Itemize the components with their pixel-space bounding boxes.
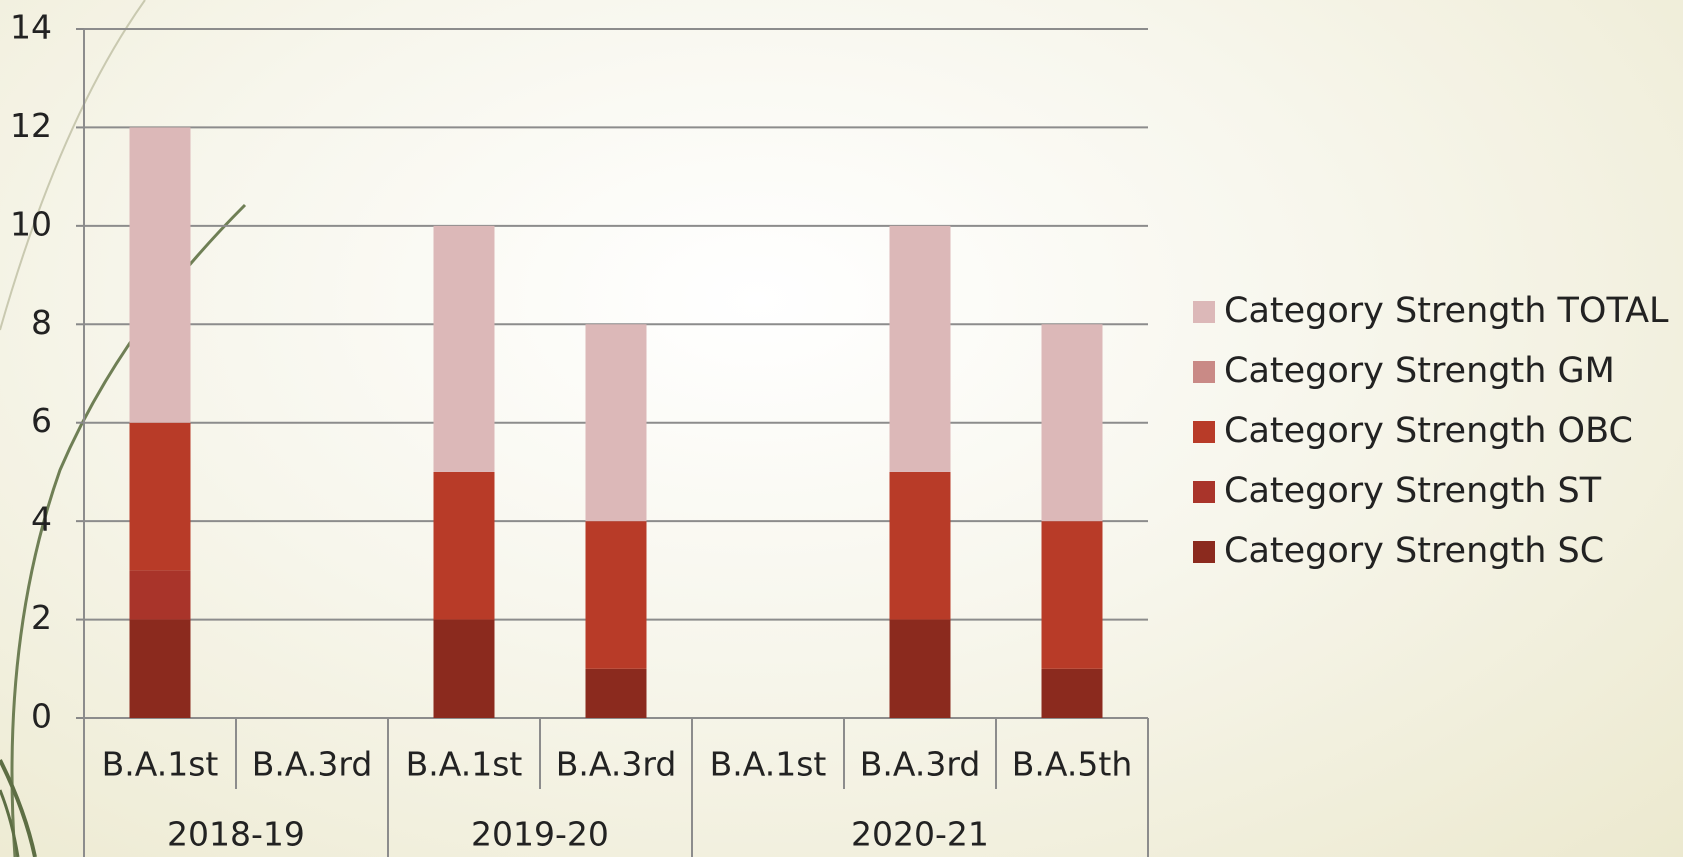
- legend-swatch: [1193, 301, 1215, 323]
- legend-label: Category Strength GM: [1224, 351, 1615, 391]
- bar-segment: [1041, 668, 1103, 718]
- legend-label: Category Strength TOTAL: [1224, 291, 1669, 331]
- legend-swatch: [1193, 481, 1215, 503]
- y-tick-label: 8: [31, 303, 52, 342]
- x-tick-label: B.A.3rd: [860, 745, 981, 784]
- bar-segment: [585, 668, 647, 718]
- y-tick-label: 0: [31, 697, 52, 736]
- x-tick-label: B.A.1st: [710, 745, 827, 784]
- legend-swatch: [1193, 421, 1215, 443]
- y-tick-label: 6: [31, 401, 52, 440]
- bar-segment: [1041, 521, 1103, 669]
- y-tick-label: 14: [10, 8, 52, 47]
- bar-segment: [889, 471, 951, 620]
- legend-swatch: [1193, 361, 1215, 383]
- legend-swatch: [1193, 541, 1215, 563]
- group-label: 2018-19: [167, 815, 305, 854]
- bar-segment: [129, 619, 191, 718]
- legend-label: Category Strength SC: [1224, 531, 1604, 571]
- y-tick-label: 10: [10, 204, 52, 243]
- x-tick-label: B.A.1st: [102, 745, 219, 784]
- x-tick-label: B.A.3rd: [252, 745, 373, 784]
- bar-segment: [129, 422, 191, 571]
- y-tick-label: 4: [31, 500, 52, 539]
- x-tick-label: B.A.5th: [1012, 745, 1132, 784]
- bar-segment: [889, 225, 951, 472]
- group-label: 2019-20: [471, 815, 609, 854]
- bar-segment: [585, 324, 647, 522]
- bar-segment: [433, 619, 495, 718]
- plot: 0 2 4 6 8 10 12 14 B.A.1st B.A.3rd 2018-19 B.A.1st B…: [10, 8, 1669, 857]
- legend-label: Category Strength OBC: [1224, 411, 1633, 451]
- bar-segment: [129, 127, 191, 423]
- bar-segment: [129, 570, 191, 620]
- y-tick-label: 2: [31, 598, 52, 637]
- group-label: 2020-21: [851, 815, 989, 854]
- bar-segment: [433, 225, 495, 472]
- y-tick-label: 12: [10, 106, 52, 145]
- bar-segment: [889, 619, 951, 718]
- legend-label: Category Strength ST: [1224, 471, 1602, 511]
- bar-segment: [433, 471, 495, 620]
- x-tick-label: B.A.3rd: [556, 745, 677, 784]
- x-tick-label: B.A.1st: [406, 745, 523, 784]
- bar-segment: [585, 521, 647, 669]
- bar-segment: [1041, 324, 1103, 522]
